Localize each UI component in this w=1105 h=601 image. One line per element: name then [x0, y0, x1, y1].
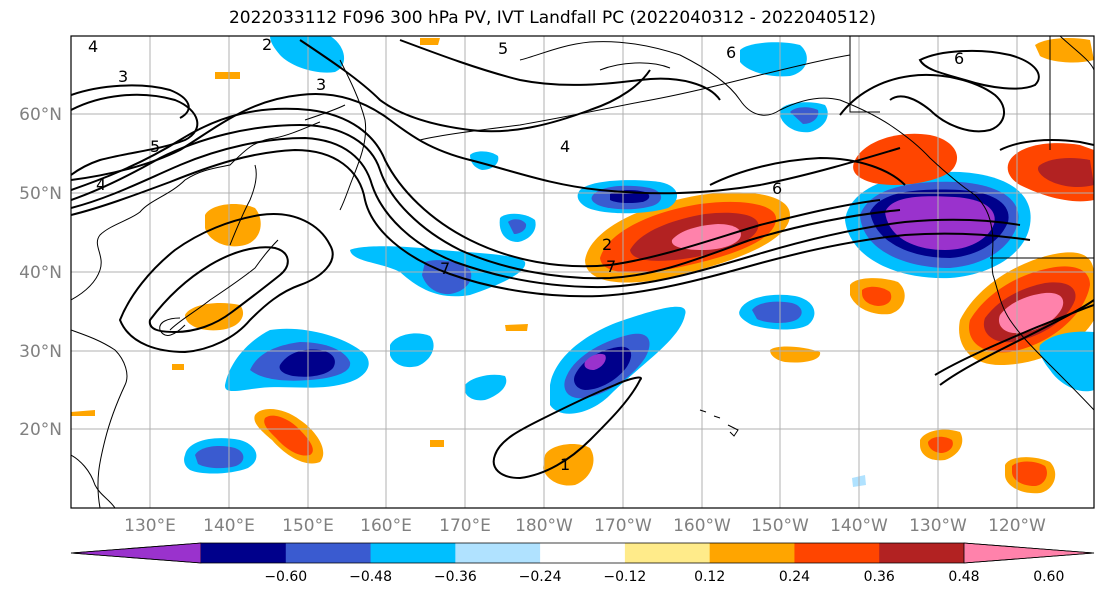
contour-label: 5 [498, 39, 508, 58]
lon-label: 130°W [909, 516, 967, 536]
contour-label: 3 [316, 75, 326, 94]
contour-label: 6 [726, 43, 736, 62]
contour-label: 1 [560, 455, 570, 474]
lat-label: 50°N [19, 184, 62, 204]
lon-label: 140°E [203, 516, 255, 536]
colorbar-segment [879, 543, 965, 563]
colorbar-segment [709, 543, 795, 563]
lon-label: 140°W [830, 516, 888, 536]
lon-label: 180°W [515, 516, 573, 536]
colorbar-tick-label: −0.36 [434, 569, 477, 585]
longitude-labels: 130°E 140°E 150°E 160°E 170°E 180°W 170°… [124, 516, 1046, 536]
lat-label: 20°N [19, 420, 62, 440]
lat-label: 30°N [19, 342, 62, 362]
contour-label: 2 [262, 35, 272, 54]
lon-label: 170°W [594, 516, 652, 536]
colorbar-tick-label: −0.60 [264, 569, 307, 585]
colorbar-tick-label: 0.12 [694, 569, 725, 585]
colorbar-tick-label: −0.48 [349, 569, 392, 585]
colorbar: −0.60 −0.48 −0.36 −0.24 −0.12 0.12 0.24 0.36 0.4… [70, 542, 1095, 585]
lat-label: 60°N [19, 105, 62, 125]
colorbar-segment [540, 543, 626, 563]
lon-label: 160°E [360, 516, 412, 536]
colorbar-segment [455, 543, 541, 563]
contour-label: 7 [606, 257, 616, 276]
colorbar-segment [285, 543, 372, 563]
lon-label: 120°W [988, 516, 1046, 536]
colorbar-tick-label: 0.36 [864, 569, 895, 585]
contour-label: 6 [772, 179, 782, 198]
colorbar-segment [624, 543, 711, 563]
colorbar-tick-label: −0.12 [603, 569, 646, 585]
lon-label: 130°E [124, 516, 176, 536]
map-title: 2022033112 F096 300 hPa PV, IVT Landfall… [228, 8, 876, 28]
contour-label: 6 [954, 49, 964, 68]
colorbar-tick-label: 0.60 [1033, 569, 1064, 585]
contour-label: 2 [602, 235, 612, 254]
colorbar-tick-label: −0.24 [519, 569, 562, 585]
lon-label: 150°E [282, 516, 334, 536]
contour-label: 4 [560, 137, 570, 156]
lon-label: 160°W [673, 516, 731, 536]
colorbar-segment [794, 543, 880, 563]
lon-label: 150°W [751, 516, 809, 536]
colorbar-segment [201, 543, 287, 563]
contour-label: 3 [118, 67, 128, 86]
contour-label: 5 [150, 137, 160, 156]
colorbar-extend-max [963, 542, 1095, 564]
colorbar-outline [70, 542, 1095, 564]
colorbar-extend-min [70, 542, 202, 564]
map-frame [70, 35, 1095, 509]
contour-labels: 4 3 2 5 6 3 6 4 5 4 7 6 2 7 1 [88, 35, 964, 474]
colorbar-tick-label: 0.24 [779, 569, 810, 585]
contour-label: 4 [96, 175, 106, 194]
colorbar-segment [370, 543, 456, 563]
lon-label: 170°E [439, 516, 491, 536]
latitude-labels: 60°N 50°N 40°N 30°N 20°N [19, 105, 62, 440]
contour-label: 4 [88, 37, 98, 56]
pv-contours [71, 39, 1094, 480]
contour-label: 7 [440, 259, 450, 278]
lat-label: 40°N [19, 263, 62, 283]
colorbar-tick-label: 0.48 [948, 569, 979, 585]
